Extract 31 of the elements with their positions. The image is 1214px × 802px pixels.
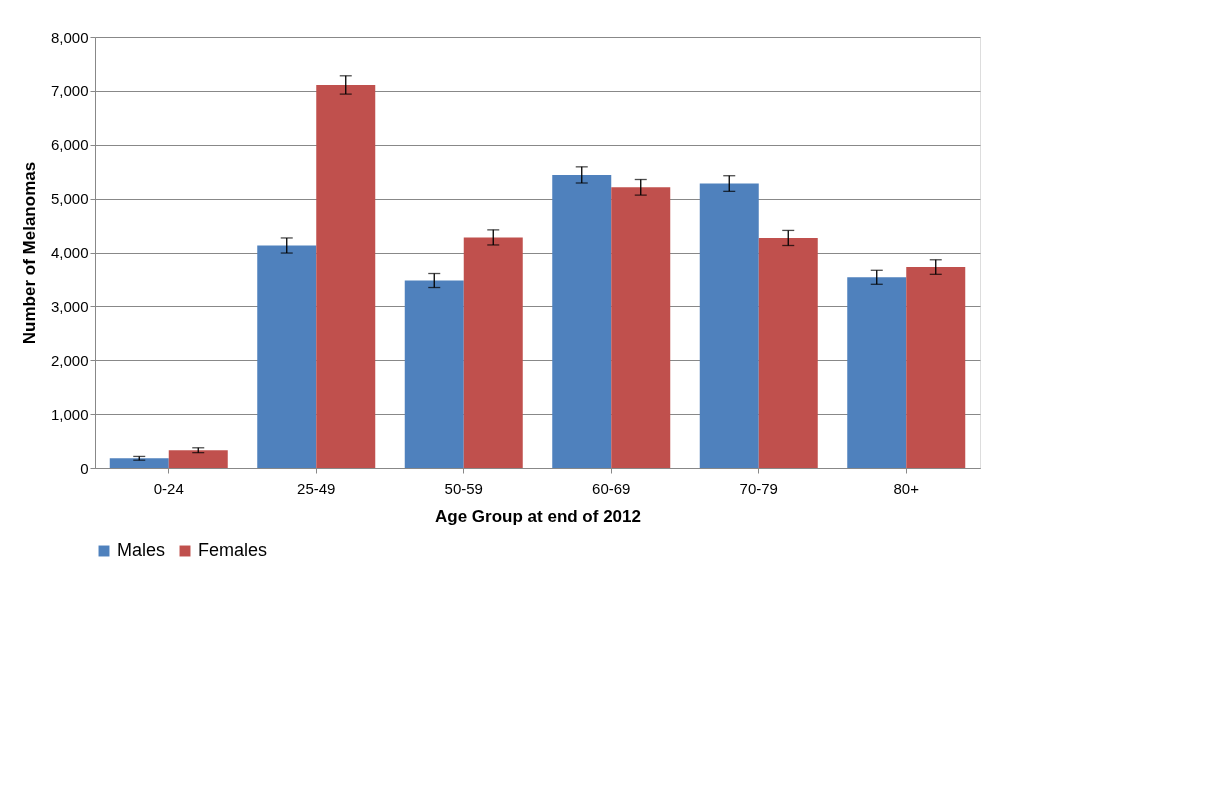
y-tick-label: 7,000 bbox=[50, 82, 89, 100]
bar bbox=[906, 267, 966, 468]
bar bbox=[316, 84, 376, 468]
y-tick-label: 3,000 bbox=[50, 297, 89, 315]
x-axis-title: Age Group at end of 2012 bbox=[435, 506, 641, 526]
bar bbox=[847, 277, 907, 468]
legend-label: Females bbox=[198, 540, 268, 560]
x-tick-label: 60-69 bbox=[592, 479, 631, 497]
y-tick-label: 4,000 bbox=[50, 244, 89, 261]
bar bbox=[611, 187, 671, 468]
bar bbox=[758, 237, 818, 468]
y-tick-label: 6,000 bbox=[50, 136, 89, 154]
bar bbox=[552, 174, 612, 468]
y-axis-title: Number of Melanomas bbox=[19, 161, 39, 345]
x-tick-label: 0-24 bbox=[153, 479, 184, 497]
y-tick-label: 1,000 bbox=[50, 405, 89, 423]
y-tick-label: 0 bbox=[80, 459, 89, 477]
bar bbox=[699, 183, 759, 468]
bar bbox=[168, 450, 228, 468]
bar bbox=[463, 237, 523, 468]
x-tick-label: 50-59 bbox=[444, 479, 483, 497]
bar bbox=[257, 245, 317, 468]
legend-label: Males bbox=[117, 540, 166, 560]
bar bbox=[404, 280, 464, 468]
y-tick-label: 8,000 bbox=[50, 28, 89, 46]
y-tick-label: 5,000 bbox=[50, 190, 89, 208]
bar bbox=[109, 458, 169, 468]
x-tick-label: 25-49 bbox=[297, 479, 336, 497]
x-tick-label: 70-79 bbox=[739, 479, 778, 497]
x-tick-label: 80+ bbox=[893, 479, 920, 497]
y-tick-label: 2,000 bbox=[50, 351, 89, 369]
